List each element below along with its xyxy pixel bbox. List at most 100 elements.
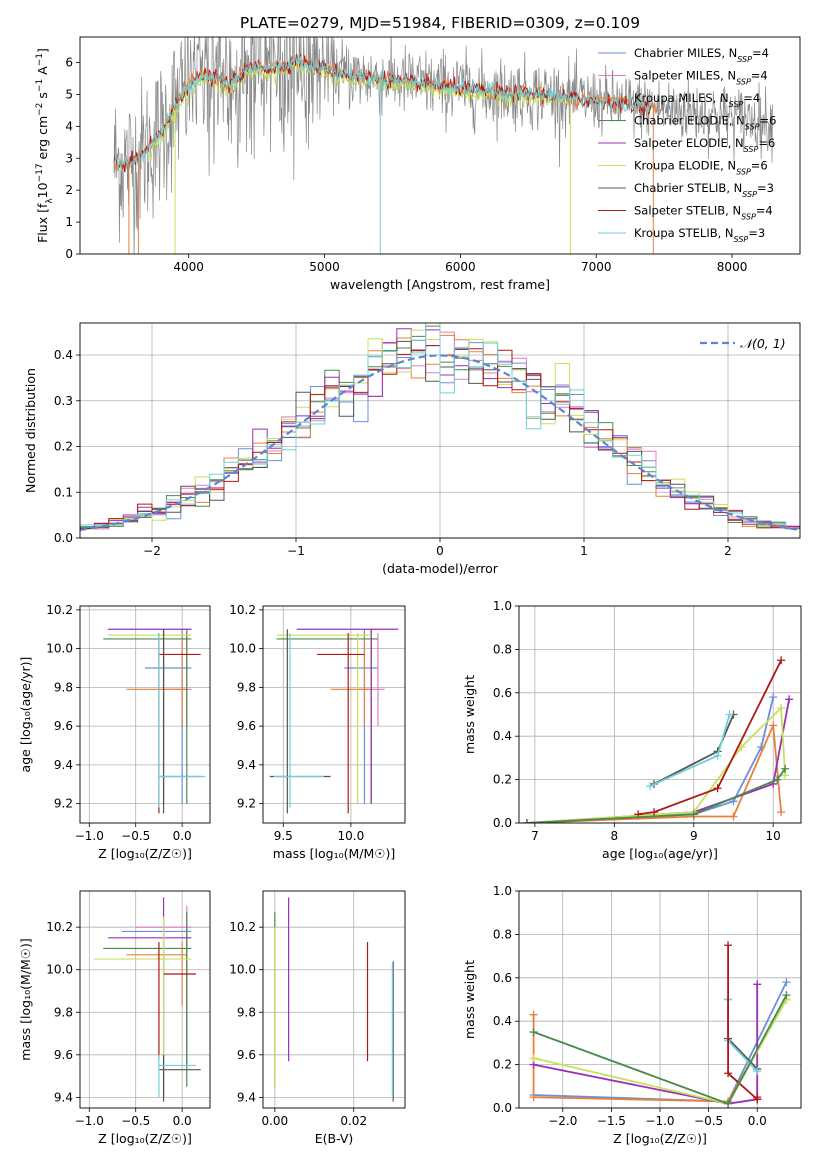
y-tick-label: 0.8 — [493, 642, 512, 656]
y-tick-label: 2 — [65, 183, 73, 197]
series-line — [638, 659, 782, 816]
data-point-marker — [724, 941, 733, 950]
y-axis-label: mass weight — [462, 675, 477, 754]
y-axis-label: mass weight — [462, 960, 477, 1039]
x-axis-label: wavelength [Angstrom, rest frame] — [330, 277, 550, 292]
y-tick-label: 9.4 — [237, 1090, 256, 1104]
data-point-marker — [753, 980, 762, 989]
x-tick-label: 0.0 — [748, 1114, 767, 1128]
y-tick-label: 0.4 — [493, 729, 512, 743]
legend-entry: Kroupa ELODIE, NSSP=6 — [634, 159, 768, 177]
legend-value: =4 — [752, 46, 769, 60]
x-tick-label: −1.0 — [75, 1114, 104, 1128]
y-axis-label: Normed distribution — [23, 368, 38, 493]
plot-area-mass-EBV — [274, 897, 394, 1102]
y-tick-label: 9.4 — [237, 758, 256, 772]
legend-subscript: SSP — [737, 55, 752, 64]
panel-age-mass: 9.5 10.0 9.2 9.4 9.6 9.8 10.0 10.2 mass [log₁₀(M… — [229, 603, 406, 861]
y-axis-label: age [log₁₀(age/yr)] — [18, 657, 33, 773]
x-tick-label: 7000 — [581, 260, 612, 274]
x-axis-label: age [log₁₀(age/yr)] — [602, 846, 718, 861]
y-tick-label: 0.6 — [493, 686, 512, 700]
y-axis-label: mass [log₁₀(M/M☉)] — [18, 938, 33, 1060]
y-tick-label: 10.2 — [46, 920, 73, 934]
data-point-marker — [781, 764, 790, 773]
y-tick-label: 9.8 — [237, 680, 256, 694]
histogram-step — [80, 323, 800, 530]
y-tick-label: 0 — [65, 247, 73, 261]
y-tick-label: 9.8 — [237, 1005, 256, 1019]
y-tick-label: 10.0 — [229, 963, 256, 977]
plot-area-massweight-Z — [529, 941, 791, 1108]
y-axis-label-part: −1 — [35, 53, 45, 66]
legend-entry: Chabrier ELODIE, NSSP=6 — [634, 114, 776, 132]
data-point-marker — [725, 710, 734, 719]
series-line — [526, 699, 790, 823]
y-axis-label-part: erg cm — [35, 116, 50, 164]
y-tick-label: 0.1 — [54, 485, 73, 499]
data-point-marker — [769, 721, 778, 730]
x-tick-label: 0.0 — [173, 829, 192, 843]
data-point-marker — [650, 808, 659, 817]
x-tick-label: −1 — [287, 544, 305, 558]
y-tick-label: 5 — [65, 87, 73, 101]
y-tick-label: 0.3 — [54, 394, 73, 408]
y-tick-label: 9.4 — [54, 1090, 73, 1104]
y-axis-label-part: s — [35, 92, 50, 103]
y-tick-label: 9.8 — [54, 1005, 73, 1019]
legend-subscript: SSP — [736, 167, 751, 176]
panel-mass-Z: −1.0 −0.5 0.0 9.4 9.6 9.8 10.0 10.2 Z [log₁₀(Z/Z… — [18, 890, 211, 1146]
x-tick-label: 1 — [580, 544, 588, 558]
y-axis-label-part: A — [35, 66, 50, 79]
data-point-marker — [529, 1010, 538, 1019]
y-tick-label: 10.0 — [46, 642, 73, 656]
y-tick-label: 9.8 — [54, 680, 73, 694]
x-tick-label: −1.5 — [597, 1114, 626, 1128]
y-tick-label: 9.6 — [237, 719, 256, 733]
x-tick-label: 6000 — [445, 260, 476, 274]
data-point-marker — [753, 1067, 762, 1076]
x-tick-label: 10 — [766, 829, 781, 843]
axes-frame — [79, 605, 211, 824]
data-point-marker — [522, 819, 531, 823]
figure-title: PLATE=0279, MJD=51984, FIBERID=0309, z=0… — [240, 14, 640, 32]
axes-frame — [262, 605, 406, 824]
series-line — [526, 768, 786, 823]
x-tick-label: −1.0 — [645, 1114, 674, 1128]
x-tick-label: −2 — [143, 544, 161, 558]
y-axis-label-part: Flux [f — [35, 203, 50, 243]
legend-entry: Salpeter MILES, NSSP=4 — [634, 69, 768, 87]
x-tick-label: −0.5 — [121, 1114, 150, 1128]
legend-entry: 𝒩(0, 1) — [740, 336, 786, 351]
series-line — [533, 984, 759, 1105]
y-axis-label-part: −1 — [35, 79, 45, 92]
x-tick-label: 8 — [611, 829, 619, 843]
axes-frame — [518, 890, 802, 1109]
y-tick-label: 0.2 — [493, 1058, 512, 1072]
panel-mass-EBV: 0.00 0.02 9.4 9.6 9.8 10.0 10.2 E(B-V) — [229, 890, 406, 1146]
legend: Chabrier MILES, NSSP=4 Salpeter MILES, NS… — [598, 46, 776, 244]
y-axis-label-part: 10 — [35, 182, 50, 198]
y-tick-label: 9.2 — [237, 797, 256, 811]
x-tick-label: 8000 — [717, 260, 748, 274]
x-tick-label: 10.0 — [338, 829, 365, 843]
x-tick-label: 0.0 — [173, 1114, 192, 1128]
y-tick-label: 10.2 — [46, 603, 73, 617]
legend-subscript: SSP — [745, 122, 760, 131]
plot-area-residuals — [80, 323, 800, 532]
data-point-marker — [724, 1069, 733, 1078]
axes-frame — [518, 605, 802, 824]
legend-entry: Chabrier MILES, NSSP=4 — [634, 46, 769, 64]
legend-value: =3 — [748, 226, 765, 240]
data-point-marker — [769, 693, 778, 702]
panel-age-Z: −1.0 −0.5 0.0 9.2 9.4 9.6 9.8 10.0 10.2 Z [log₁₀(… — [18, 603, 211, 861]
plot-area-spectrum — [113, 37, 773, 254]
y-tick-label: 9.6 — [54, 1048, 73, 1062]
x-tick-label: 2 — [724, 544, 732, 558]
axes-frame — [79, 36, 801, 255]
legend-subscript: SSP — [734, 235, 749, 244]
data-point-marker — [713, 784, 722, 793]
y-axis-label-part: −2 — [35, 103, 45, 116]
y-tick-label: 1.0 — [493, 884, 512, 898]
legend-value: =4 — [751, 69, 768, 83]
